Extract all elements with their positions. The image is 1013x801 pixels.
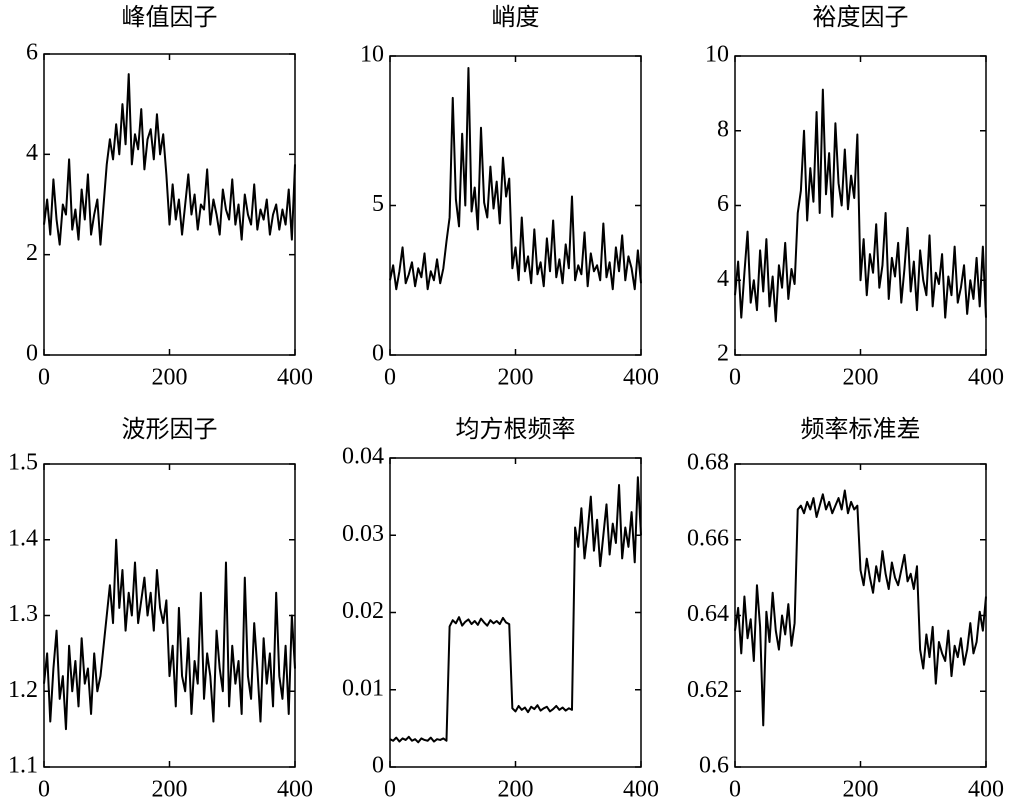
y-tick-label: 0.6: [699, 753, 729, 779]
chart-title: 均方根频率: [456, 415, 576, 443]
y-tick-label: 6: [717, 191, 729, 217]
chart-title: 峭度: [492, 3, 540, 31]
x-tick-label: 400: [623, 365, 659, 391]
y-tick-label: 0.68: [687, 450, 729, 476]
x-tick-label: 200: [152, 777, 188, 801]
y-tick-label: 1.5: [8, 450, 38, 476]
y-tick-label: 1.2: [8, 677, 38, 703]
y-tick-label: 1.3: [8, 601, 38, 627]
y-tick-label: 0.64: [687, 601, 729, 627]
y-tick-label: 4: [717, 266, 729, 292]
x-tick-label: 0: [729, 365, 741, 391]
plot-frame: [734, 463, 987, 768]
y-tick-label: 0.02: [342, 598, 384, 624]
data-line: [389, 476, 642, 744]
y-tick-label: 2: [26, 240, 38, 266]
y-tick-label: 1.4: [8, 525, 38, 551]
plot-frame: [389, 457, 642, 768]
x-tick-label: 0: [729, 777, 741, 801]
x-tick-label: 200: [152, 365, 188, 391]
x-tick-label: 400: [968, 365, 1004, 391]
y-tick-label: 0: [26, 341, 38, 367]
y-tick-label: 10: [705, 42, 729, 68]
y-tick-label: 4: [26, 140, 38, 166]
x-tick-label: 0: [38, 777, 50, 801]
x-tick-label: 400: [623, 777, 659, 801]
plot-frame: [734, 55, 987, 356]
y-tick-label: 0.03: [342, 521, 384, 547]
plot-frame: [389, 55, 642, 356]
chart-title: 波形因子: [122, 415, 218, 443]
data-line: [734, 88, 987, 323]
y-tick-label: 8: [717, 116, 729, 142]
y-tick-label: 0.04: [342, 444, 384, 470]
data-line: [734, 489, 987, 727]
y-tick-label: 0.62: [687, 677, 729, 703]
y-tick-label: 10: [360, 42, 384, 68]
x-tick-label: 0: [384, 365, 396, 391]
y-tick-label: 0: [372, 753, 384, 779]
x-tick-label: 0: [38, 365, 50, 391]
x-tick-label: 200: [498, 365, 534, 391]
chart-title: 峰值因子: [122, 3, 218, 31]
y-tick-label: 6: [26, 40, 38, 66]
y-tick-label: 1.1: [8, 753, 38, 779]
y-tick-label: 2: [717, 341, 729, 367]
x-tick-label: 400: [968, 777, 1004, 801]
plot-frame: [43, 463, 296, 768]
data-line: [43, 73, 296, 246]
x-tick-label: 200: [843, 777, 879, 801]
data-line: [43, 538, 296, 731]
y-tick-label: 0.01: [342, 675, 384, 701]
x-tick-label: 200: [498, 777, 534, 801]
y-tick-label: 0.66: [687, 525, 729, 551]
chart-title: 裕度因子: [813, 3, 909, 31]
y-tick-label: 0: [372, 341, 384, 367]
chart-title: 频率标准差: [801, 415, 921, 443]
y-tick-label: 5: [372, 191, 384, 217]
x-tick-label: 0: [384, 777, 396, 801]
x-tick-label: 200: [843, 365, 879, 391]
x-tick-label: 400: [277, 777, 313, 801]
data-line: [389, 66, 642, 291]
x-tick-label: 400: [277, 365, 313, 391]
